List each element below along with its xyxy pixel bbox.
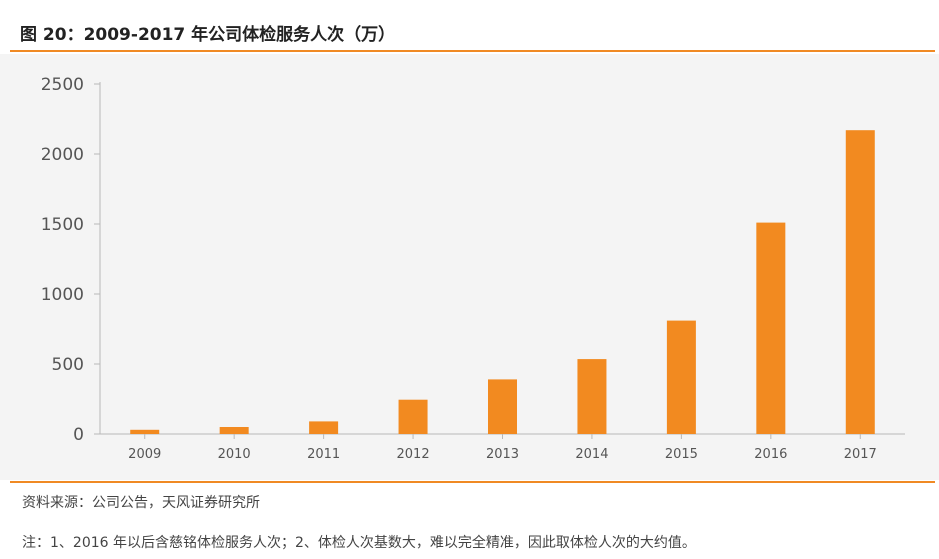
y-tick-label: 1000 <box>41 285 84 305</box>
x-tick-label: 2011 <box>307 447 340 462</box>
y-tick-label: 1500 <box>41 215 84 235</box>
footer-divider <box>10 481 935 483</box>
bar-2015 <box>666 320 696 434</box>
source-note: 资料来源：公司公告，天风证券研究所 <box>22 495 260 511</box>
bar-2013 <box>488 379 517 434</box>
footnote: 注：1、2016 年以后含慈铭体检服务人次；2、体检人次基数大，难以完全精准，因… <box>22 535 696 551</box>
bar-chart: 0 500 1000 1500 2000 2500 2009 2010 2011 2012 2013… <box>41 75 905 462</box>
y-tick-label: 0 <box>73 425 84 445</box>
x-tick-label: 2014 <box>575 447 608 462</box>
bar-2017 <box>845 130 875 434</box>
y-tick-label: 2000 <box>41 145 84 165</box>
title-divider <box>10 50 935 52</box>
y-tick-label: 2500 <box>41 75 84 95</box>
bar-2011 <box>309 421 339 434</box>
x-tick-label: 2015 <box>665 447 698 462</box>
x-tick-label: 2010 <box>218 447 251 462</box>
x-tick-label: 2016 <box>754 447 787 462</box>
x-tick-label: 2009 <box>128 447 161 462</box>
bar-2014 <box>577 359 607 434</box>
x-tick-label: 2012 <box>397 447 430 462</box>
bar-2012 <box>398 399 428 434</box>
x-tick-label: 2013 <box>486 447 519 462</box>
bar-2016 <box>756 222 786 434</box>
y-tick-label: 500 <box>52 355 84 375</box>
chart-panel: 0 500 1000 1500 2000 2500 2009 2010 2011 2012 2013… <box>0 54 939 480</box>
x-tick-label: 2017 <box>844 447 877 462</box>
bar-2009 <box>130 429 160 434</box>
chart-title: 图 20：2009-2017 年公司体检服务人次（万） <box>20 25 396 45</box>
bar-2010 <box>219 427 249 434</box>
